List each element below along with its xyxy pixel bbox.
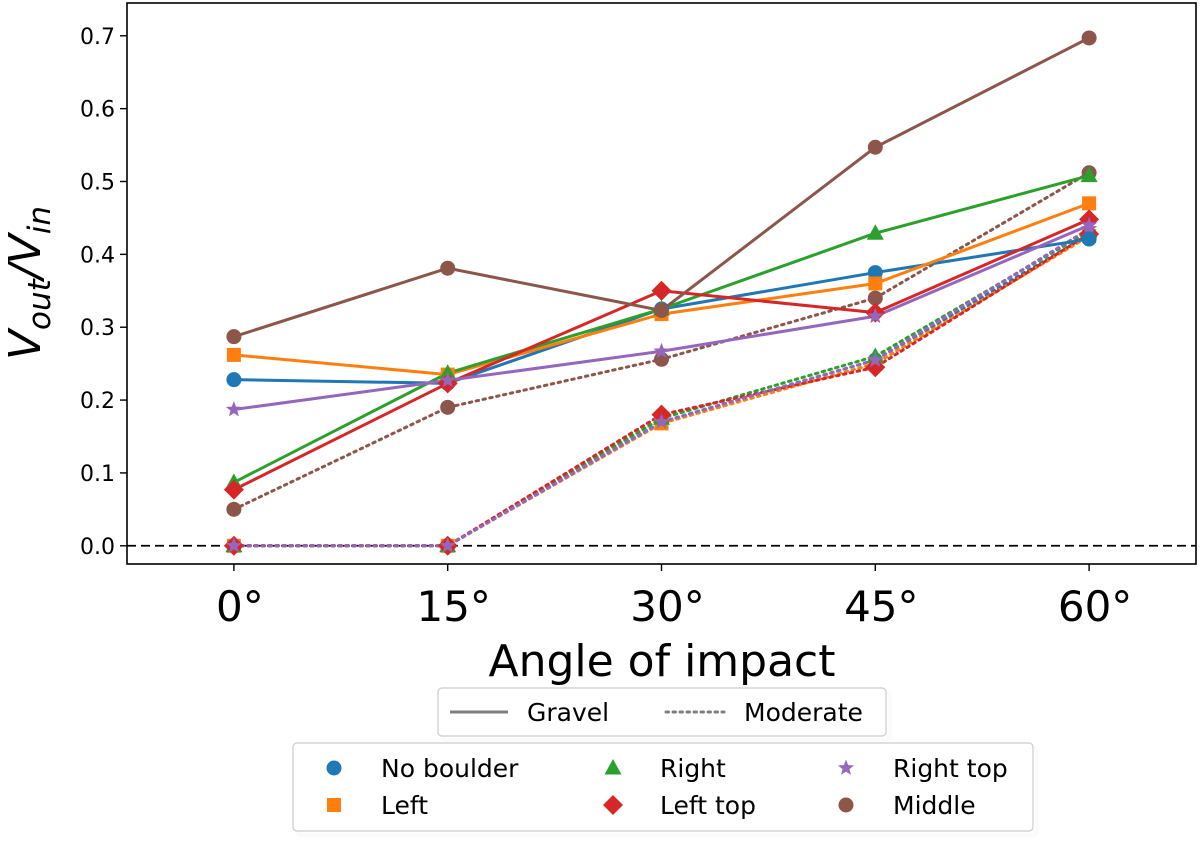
point-moderate-middle: [226, 501, 242, 517]
series-markers: [223, 30, 1100, 556]
point-gravel-right-top: [653, 342, 670, 359]
y-tick-label: 0.1: [80, 462, 115, 487]
series-line-moderate-middle: [232, 171, 1091, 511]
legend-marker-middle: [838, 797, 854, 813]
series-legend-items: No boulder Left Right Left top Right top Midd…: [326, 754, 1008, 820]
legend-label-right-top: Right top: [893, 754, 1008, 783]
point-gravel-middle: [867, 139, 883, 155]
point-gravel-no-boulder: [1081, 231, 1097, 247]
point-gravel-middle: [1081, 30, 1097, 46]
style-legend-label-solid: Gravel: [527, 698, 609, 727]
point-gravel-right-top: [867, 307, 884, 324]
point-gravel-right-top: [439, 371, 456, 388]
legend-marker-right-top: [837, 759, 855, 775]
y-tick-label: 0.4: [80, 243, 115, 268]
y-tick-label: 0.3: [80, 316, 115, 341]
point-gravel-middle: [654, 302, 669, 318]
y-tick-label: 0.6: [80, 98, 115, 123]
legend-label-no-boulder: No boulder: [381, 754, 519, 783]
point-gravel-no-boulder: [867, 265, 883, 281]
x-tick-label: 30°: [630, 582, 704, 631]
legend-marker-left-top: [603, 795, 623, 815]
x-axis: 0° 15° 30° 45° 60°: [216, 564, 1132, 631]
legend-marker-no-boulder: [326, 760, 342, 776]
x-tick-label: 45°: [844, 582, 918, 631]
legend-label-left: Left: [381, 791, 428, 820]
point-gravel-left: [226, 347, 241, 362]
x-tick-label: 15°: [416, 582, 490, 631]
point-gravel-right-top: [1081, 216, 1098, 233]
legend-label-left-top: Left top: [660, 791, 756, 820]
point-gravel-middle: [440, 260, 456, 276]
y-tick-label: 0.7: [80, 25, 115, 50]
point-moderate-middle: [867, 290, 883, 306]
x-tick-label: 60°: [1058, 582, 1132, 631]
point-gravel-right-top: [225, 401, 242, 417]
point-gravel-left-top: [223, 479, 244, 500]
point-moderate-middle: [440, 399, 456, 415]
legend-marker-left: [327, 798, 341, 812]
x-tick-label: 0°: [216, 582, 264, 631]
point-moderate-right-top: [225, 537, 242, 553]
y-tick-label: 0.2: [80, 389, 115, 414]
legend-label-middle: Middle: [893, 791, 976, 820]
point-moderate-right-top: [867, 351, 884, 367]
point-gravel-left: [1082, 196, 1097, 211]
point-gravel-left-top: [651, 280, 672, 301]
point-moderate-left-top: [865, 357, 886, 378]
legend-label-right: Right: [660, 754, 726, 783]
y-tick-label: 0.0: [80, 535, 115, 560]
point-gravel-no-boulder: [226, 372, 242, 388]
point-moderate-right-top: [653, 413, 670, 429]
style-legend-items: Gravel Moderate: [450, 698, 863, 727]
legend-marker-right: [604, 759, 622, 775]
x-axis-title: Angle of impact: [488, 636, 835, 687]
y-axis-title: Vout/Vin: [0, 206, 58, 360]
y-tick-label: 0.5: [80, 171, 115, 196]
point-gravel-right: [1080, 166, 1098, 183]
point-moderate-right-top: [439, 537, 456, 553]
y-axis: 0.0 0.1 0.2 0.3 0.4 0.5 0.6 0.7: [80, 25, 127, 560]
series-line-gravel-right: [233, 174, 1090, 484]
point-gravel-right: [866, 224, 884, 240]
style-legend-label-dotted: Moderate: [744, 698, 863, 727]
point-gravel-left: [868, 276, 883, 291]
point-gravel-right: [439, 364, 457, 380]
point-gravel-middle: [226, 329, 242, 345]
style-legend: [437, 687, 887, 737]
